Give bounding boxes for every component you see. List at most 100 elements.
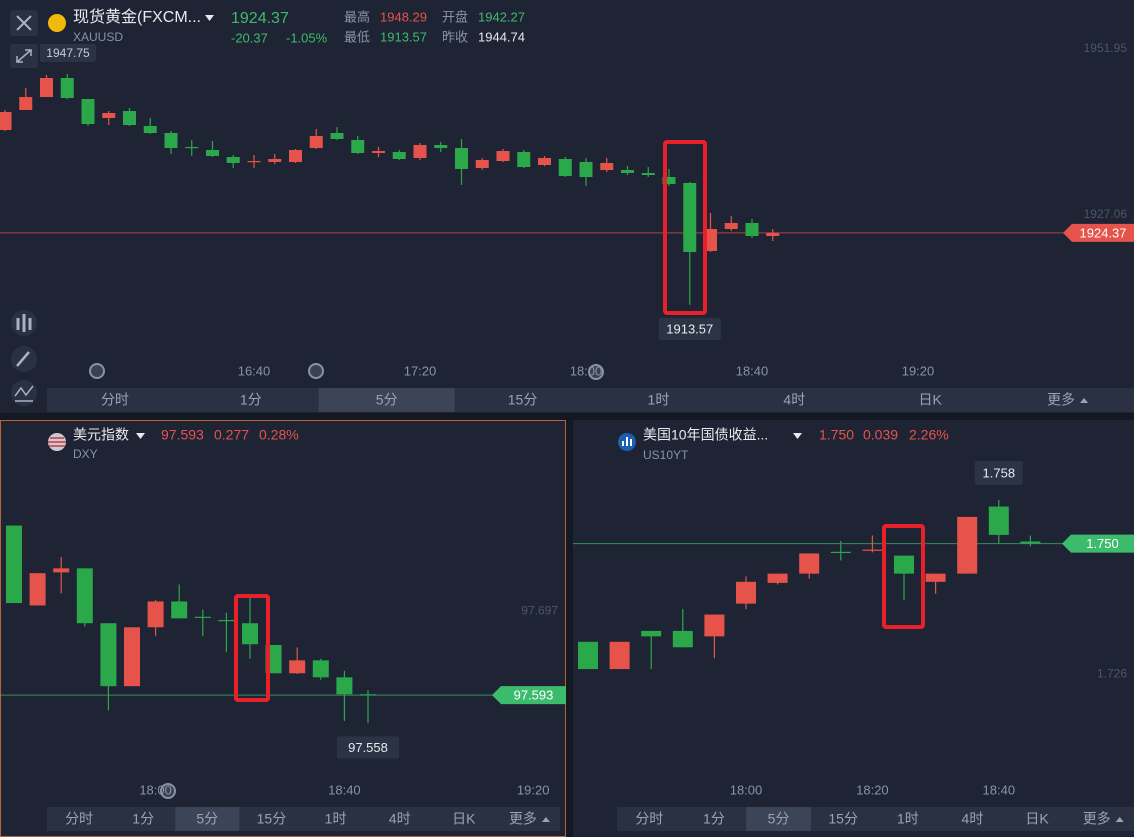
candle-body <box>621 170 634 173</box>
x-tick-label: 18:00 <box>139 782 172 797</box>
instrument-name[interactable]: 现货黄金(FXCM... <box>73 8 201 26</box>
dropdown[interactable] <box>136 433 145 439</box>
more-arrow <box>1115 817 1124 822</box>
timeframe-tab[interactable]: 1时 <box>897 811 919 827</box>
timeframe-tab[interactable]: 更多 <box>1083 811 1111 827</box>
candle-body <box>600 163 614 170</box>
candle-body <box>336 677 353 695</box>
extreme-marker-box <box>40 44 96 62</box>
candle-body <box>957 516 978 574</box>
candle-body <box>558 159 572 176</box>
x-tick-label: 18:20 <box>856 782 889 797</box>
timeframe-tab[interactable]: 1分 <box>703 811 725 827</box>
symbol: XAUUSD <box>73 30 123 44</box>
candle-body <box>19 97 33 110</box>
candle-body <box>147 601 164 628</box>
tag-shape <box>492 686 566 705</box>
scroll-handle[interactable] <box>588 364 604 380</box>
y-tick-label: 1.726 <box>1097 667 1127 681</box>
timeframe-tab[interactable]: 日K <box>1025 811 1049 827</box>
stat-label: 开盘 <box>442 9 468 24</box>
timeframe-tab[interactable]: 日K <box>452 811 476 827</box>
active-tab <box>175 807 240 831</box>
highlight-box <box>882 524 925 629</box>
candle-body <box>724 223 738 229</box>
stat-label: 昨收 <box>442 29 468 44</box>
tag-label: 97.593 <box>514 688 554 703</box>
candle-body <box>862 549 883 551</box>
price: 1924.37 <box>231 10 289 27</box>
dropdown[interactable] <box>205 15 214 21</box>
active-tab <box>746 807 811 831</box>
change: 0.277 <box>214 427 249 443</box>
timeframe-tab[interactable]: 1分 <box>132 811 154 827</box>
candle-body <box>745 223 759 236</box>
candle-body <box>53 568 70 573</box>
flag-stripes <box>48 437 66 447</box>
timeframe-tab[interactable]: 分时 <box>101 392 129 408</box>
timeframe-tab[interactable]: 15分 <box>257 811 287 827</box>
candle-body <box>60 78 74 98</box>
candle-body <box>29 573 46 606</box>
instrument-name[interactable]: 美元指数 <box>73 427 129 443</box>
candle-body <box>455 148 468 169</box>
candle-body <box>226 157 240 163</box>
bond-icon-bars <box>622 437 632 446</box>
stat-label: 最高 <box>344 9 370 24</box>
more-arrow <box>1080 398 1089 403</box>
dropdown[interactable] <box>793 433 802 439</box>
scroll-handle[interactable] <box>160 783 176 799</box>
x-tick-label: 17:20 <box>404 363 437 378</box>
stat-value: 1948.29 <box>380 9 427 24</box>
tool-button[interactable] <box>11 310 37 336</box>
symbol: US10YT <box>643 448 689 462</box>
candle-body <box>766 232 780 236</box>
symbol: DXY <box>73 447 98 461</box>
candle-body <box>641 630 662 637</box>
instrument-name[interactable]: 美国10年国债收益... <box>643 427 768 443</box>
candle-body <box>330 133 344 139</box>
tool-button[interactable] <box>11 346 37 372</box>
timeframe-tab[interactable]: 1时 <box>325 811 347 827</box>
timeframe-tab[interactable]: 分时 <box>635 811 663 827</box>
candle-body <box>413 145 427 158</box>
timeframe-tab[interactable]: 1时 <box>648 392 670 408</box>
left-panel <box>0 420 566 837</box>
timeframe-tab[interactable]: 4时 <box>962 811 984 827</box>
candle-body <box>641 173 655 175</box>
extreme-marker-box <box>337 736 399 759</box>
candle-body <box>736 581 756 604</box>
timeframe-tab[interactable]: 5分 <box>376 392 398 408</box>
candle-body <box>194 616 211 618</box>
change-pct: 2.26% <box>909 427 949 443</box>
candle-body <box>988 506 1009 535</box>
timeframe-tab[interactable]: 15分 <box>828 811 858 827</box>
change: -20.37 <box>231 30 268 45</box>
scroll-handle[interactable] <box>308 363 324 379</box>
timeframe-tab[interactable]: 4时 <box>389 811 411 827</box>
timeframe-tab[interactable]: 更多 <box>1047 392 1075 408</box>
timeframe-tab[interactable]: 更多 <box>509 811 537 827</box>
timeframe-tab[interactable]: 日K <box>919 392 943 408</box>
timeframe-tab[interactable]: 5分 <box>196 811 218 827</box>
x-tick-label: 18:00 <box>570 363 603 378</box>
extreme-marker: 1.758 <box>983 465 1016 480</box>
expand-button[interactable] <box>10 44 38 68</box>
charts: 1951.95 1927.06 16:40 17:20 18:00 18:40 19:20 1… <box>0 41 1134 831</box>
timeframe-tab[interactable]: 1分 <box>240 392 262 408</box>
timeframe-tab[interactable]: 分时 <box>65 811 93 827</box>
close-button[interactable] <box>10 10 38 36</box>
candle-body <box>143 126 157 133</box>
candle-body <box>894 555 914 574</box>
candle-body <box>475 160 489 168</box>
candle-body <box>683 183 697 252</box>
tool-button[interactable] <box>11 380 37 406</box>
extreme-marker-box <box>658 317 721 340</box>
timeframe-tab[interactable]: 15分 <box>508 392 538 408</box>
candle-body <box>124 627 140 687</box>
timeframe-tab[interactable]: 4时 <box>783 392 805 408</box>
highlight-box <box>234 594 270 702</box>
candle-body <box>578 641 598 670</box>
scroll-handle[interactable] <box>89 363 105 379</box>
timeframe-tab[interactable]: 5分 <box>768 811 790 827</box>
